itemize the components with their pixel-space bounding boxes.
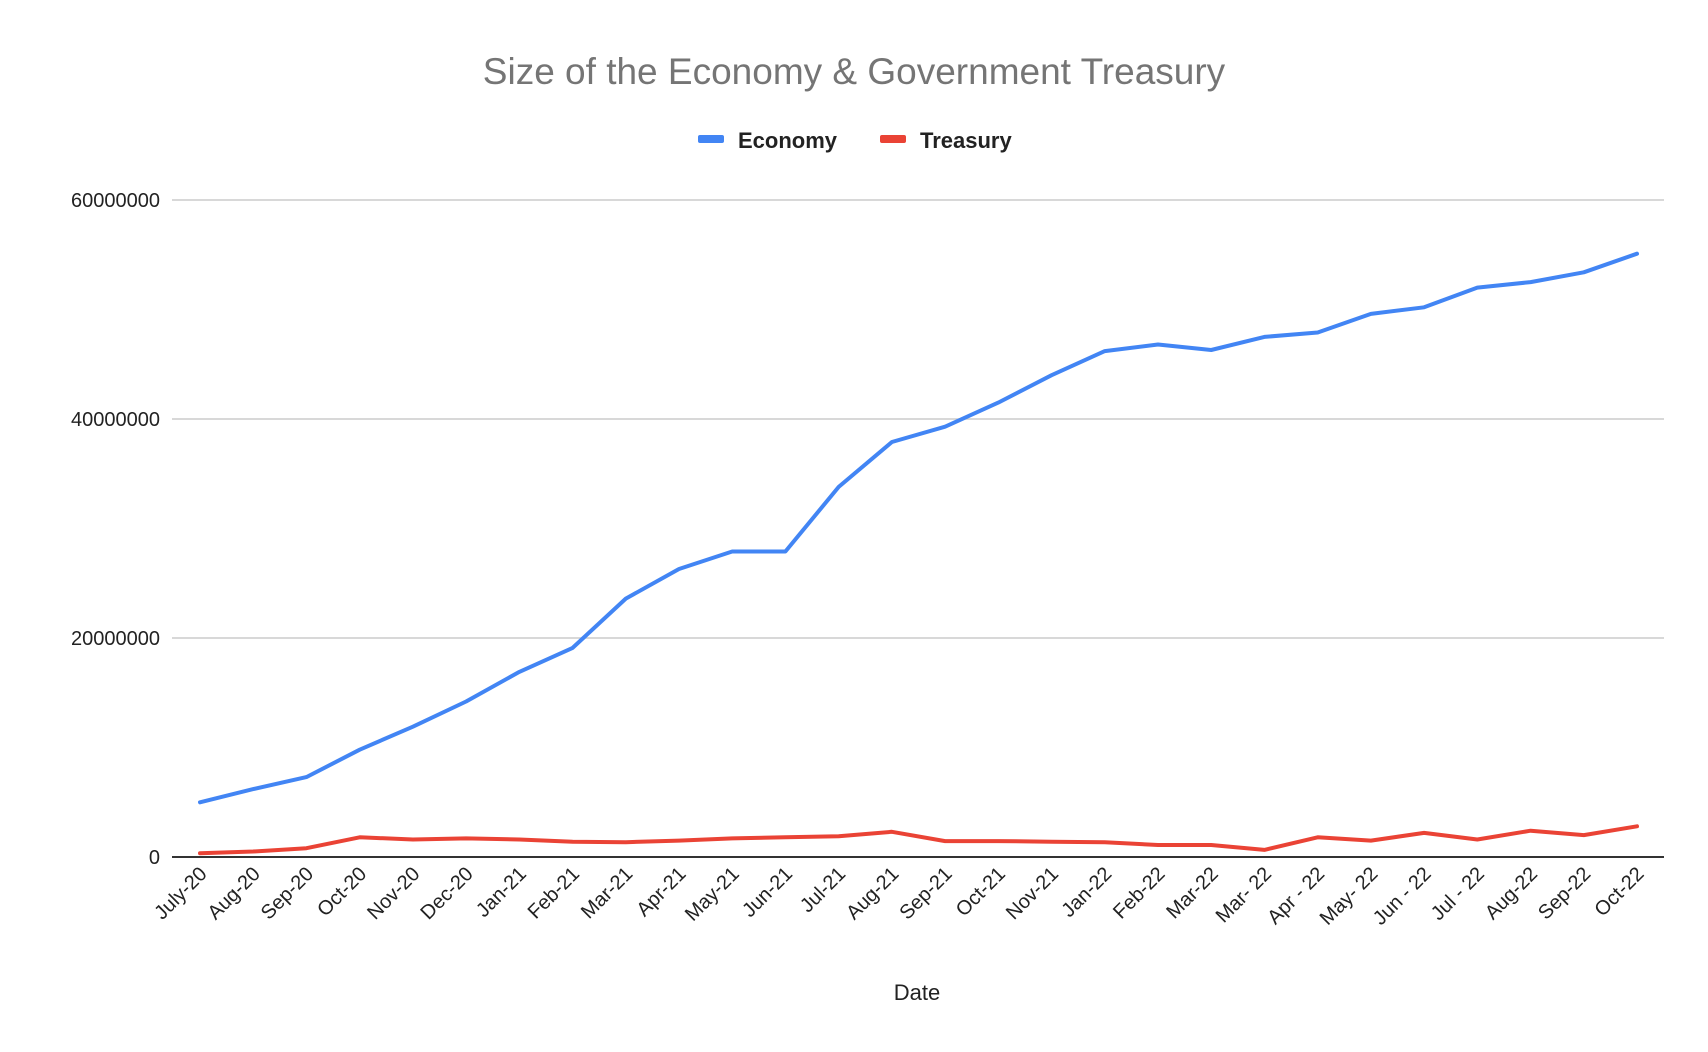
- chart-title: Size of the Economy & Government Treasur…: [483, 51, 1226, 92]
- legend-label-economy: Economy: [738, 128, 838, 153]
- series-lines: [198, 251, 1639, 856]
- x-tick-label: Oct-21: [952, 863, 1010, 921]
- x-axis-ticks: July-20Aug-20Sep-20Oct-20Nov-20Dec-20Jan…: [150, 863, 1648, 930]
- y-tick-label: 0: [149, 847, 160, 869]
- legend-item-economy[interactable]: Economy: [698, 128, 838, 153]
- x-tick-label: Sep-20: [257, 863, 318, 924]
- x-tick-label: Nov-20: [363, 863, 424, 924]
- x-tick-label: Jun - 22: [1369, 863, 1436, 930]
- legend-swatch-economy: [698, 135, 724, 143]
- x-tick-label: Feb-22: [1109, 863, 1169, 923]
- x-tick-label: Dec-20: [416, 863, 477, 924]
- legend: Economy Treasury: [698, 128, 1012, 153]
- y-tick-label: 20000000: [71, 628, 160, 650]
- series-line-economy[interactable]: [198, 251, 1639, 805]
- x-tick-label: Oct-22: [1591, 863, 1649, 921]
- y-gridlines: [172, 199, 1664, 639]
- x-tick-label: Aug-20: [204, 863, 265, 924]
- x-tick-label: May- 22: [1316, 863, 1383, 930]
- x-tick-label: Jan-21: [472, 863, 531, 922]
- y-axis-ticks: 0 20000000 40000000 60000000: [71, 190, 160, 869]
- x-tick-label: Aug-21: [842, 863, 903, 924]
- legend-swatch-treasury: [880, 135, 906, 143]
- x-tick-label: Oct-20: [313, 863, 371, 921]
- x-tick-label: Sep-22: [1534, 863, 1595, 924]
- legend-item-treasury[interactable]: Treasury: [880, 128, 1012, 153]
- x-tick-label: Jan-22: [1058, 863, 1117, 922]
- y-tick-label: 60000000: [71, 190, 160, 212]
- x-tick-label: Aug-22: [1481, 863, 1542, 924]
- legend-label-treasury: Treasury: [920, 128, 1012, 153]
- x-tick-label: May-21: [681, 863, 744, 926]
- series-line-treasury[interactable]: [198, 824, 1639, 856]
- x-tick-label: Nov-21: [1002, 863, 1063, 924]
- x-tick-label: July-20: [150, 863, 211, 924]
- x-axis-label: Date: [894, 980, 940, 1005]
- x-tick-label: Feb-21: [524, 863, 584, 923]
- x-tick-label: Mar-21: [577, 863, 637, 923]
- y-tick-label: 40000000: [71, 409, 160, 431]
- x-tick-label: Jun-21: [738, 863, 797, 922]
- x-tick-label: Jul - 22: [1427, 863, 1489, 925]
- x-tick-label: Sep-21: [895, 863, 956, 924]
